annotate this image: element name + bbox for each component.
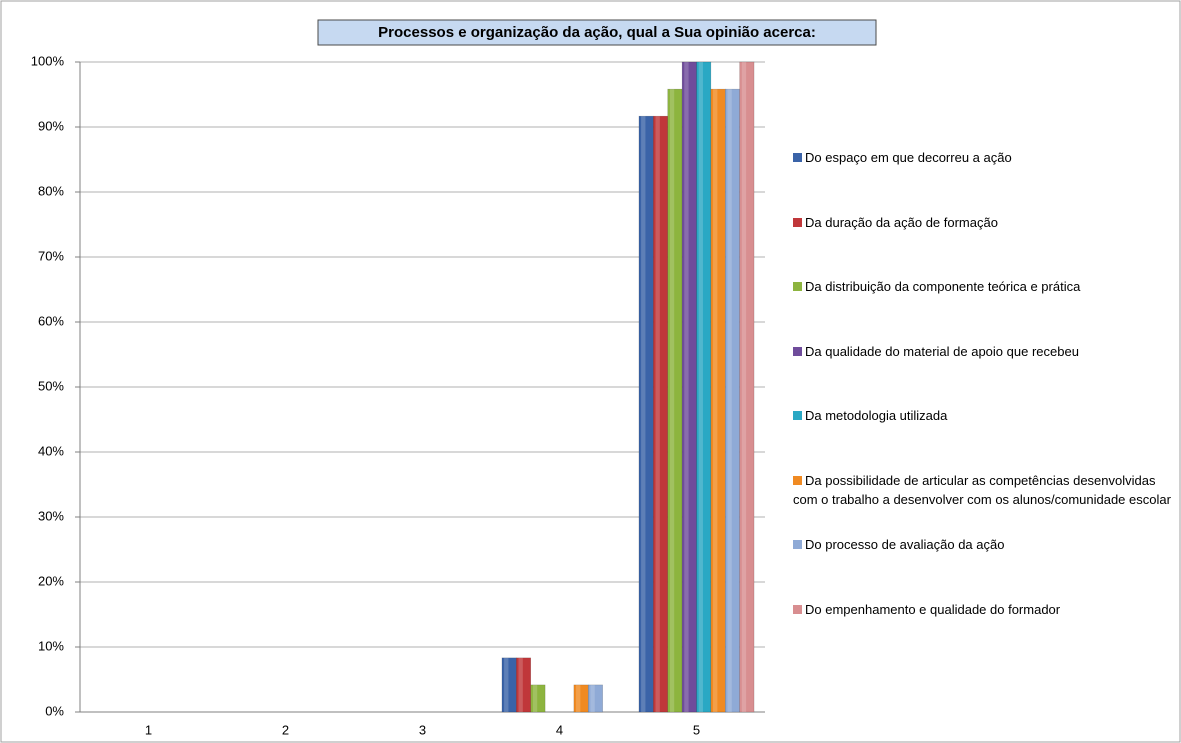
chart-title: Processos e organização da ação, qual a … [378, 24, 816, 41]
y-tick-label: 100% [31, 53, 65, 68]
x-tick-label: 3 [419, 722, 426, 737]
x-tick-label: 5 [693, 722, 700, 737]
x-tick-label: 2 [282, 722, 289, 737]
x-tick-label: 1 [145, 722, 152, 737]
legend-label: Da metodologia utilizada [805, 408, 948, 423]
y-tick-label: 70% [38, 248, 64, 263]
legend-swatch [793, 475, 802, 485]
bar-shine [576, 684, 581, 712]
legend-item: Do espaço em que decorreu a ação [793, 148, 1178, 167]
legend-label: Da qualidade do material de apoio que re… [805, 343, 1079, 359]
legend-swatch [793, 604, 802, 614]
x-tick-label: 4 [556, 722, 563, 737]
legend-item: Do empenhamento e qualidade do formador [793, 600, 1178, 619]
bar [588, 684, 603, 713]
bar-shine [532, 684, 538, 712]
legend-swatch [793, 540, 802, 549]
y-tick-label: 60% [38, 313, 64, 328]
bar-shine [713, 89, 718, 713]
legend-item: Da duração da ação de formação [793, 213, 1178, 232]
bar-shine [727, 89, 732, 713]
legend-label: Do espaço em que decorreu a ação [805, 150, 1012, 165]
bar-shine [518, 657, 523, 712]
legend-label: Da possibilidade de articular as competê… [793, 472, 1171, 507]
legend-swatch [793, 282, 802, 291]
legend-item: Do processo de avaliação da ação [793, 535, 1178, 554]
bar-shine [684, 62, 689, 712]
bar-shine [504, 657, 509, 712]
bar-shine [698, 62, 703, 712]
bar-shine [590, 684, 595, 712]
y-tick-label: 50% [38, 378, 64, 393]
legend-item: Da qualidade do material de apoio que re… [793, 342, 1178, 361]
legend-swatch [793, 346, 802, 356]
legend-swatch [793, 153, 802, 162]
y-tick-label: 40% [38, 443, 64, 458]
bar-shine [741, 62, 747, 712]
bar [530, 684, 546, 713]
y-tick-label: 20% [38, 573, 64, 588]
bar-shine [641, 116, 646, 712]
y-tick-label: 30% [38, 508, 64, 523]
legend-item: Da distribuição da componente teórica e … [793, 277, 1178, 296]
legend-swatch [793, 411, 802, 420]
legend-label: Do processo de avaliação da ação [805, 537, 1005, 552]
legend-swatch [793, 217, 802, 227]
legend-label: Do empenhamento e qualidade do formador [805, 601, 1061, 617]
legend-item: Da metodologia utilizada [793, 406, 1178, 425]
bar-shine [669, 89, 675, 713]
bar-shine [655, 116, 660, 712]
y-tick-label: 0% [45, 703, 64, 718]
y-tick-label: 90% [38, 118, 64, 133]
legend-label: Da distribuição da componente teórica e … [805, 279, 1081, 294]
y-tick-label: 10% [38, 638, 64, 653]
title-box [317, 19, 877, 46]
legend-label: Da duração da ação de formação [805, 214, 998, 230]
bar [739, 61, 755, 713]
legend-item: Da possibilidade de articular as competê… [793, 471, 1178, 509]
y-tick-label: 80% [38, 183, 64, 198]
